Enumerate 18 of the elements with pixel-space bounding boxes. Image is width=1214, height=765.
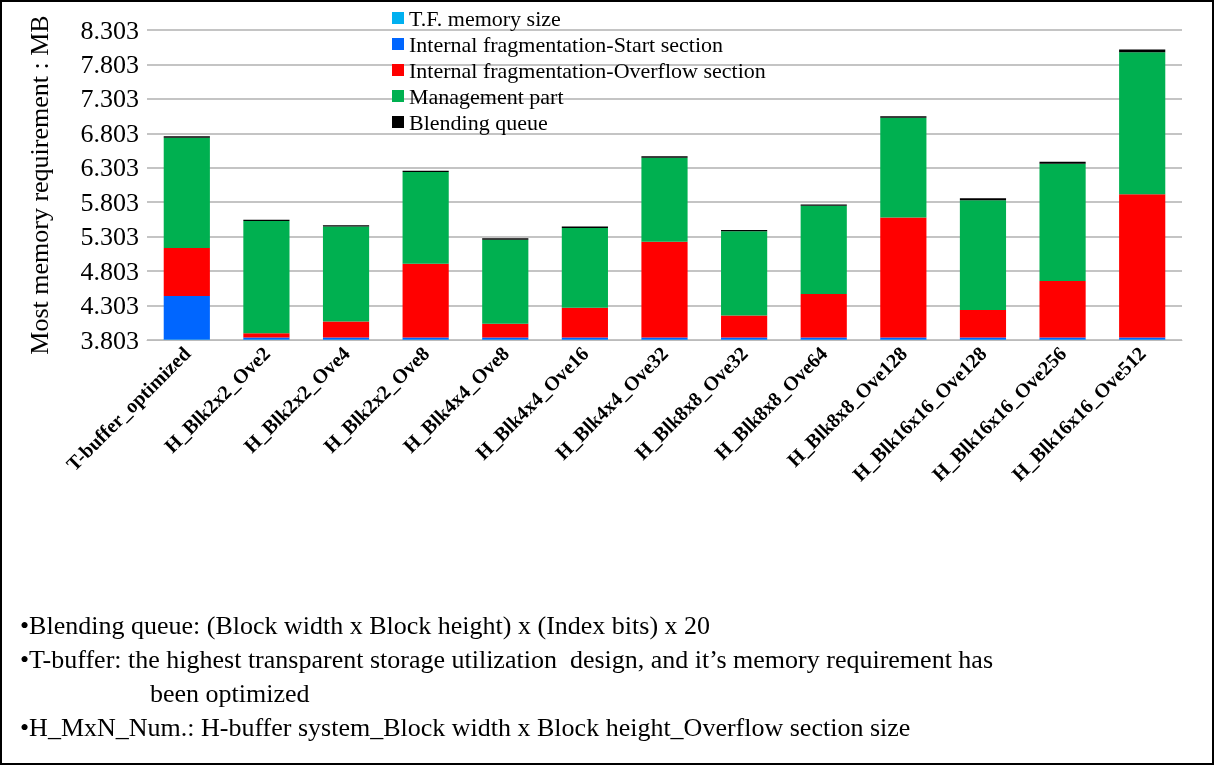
- legend-label: Internal fragmentation-Start section: [409, 31, 723, 57]
- y-tick-label: 7.303: [80, 84, 139, 114]
- legend-label: Blending queue: [409, 109, 548, 135]
- y-tick-label: 4.303: [80, 291, 139, 321]
- legend-label: Management part: [409, 83, 564, 109]
- legend-label: Internal fragmentation-Overflow section: [409, 57, 766, 83]
- y-tick-label: 5.303: [80, 222, 139, 252]
- legend-label: T.F. memory size: [409, 5, 561, 31]
- text: •Blending queue: (Block width x Block height) x (Index bits) x 20: [20, 610, 712, 642]
- y-tick-label: 7.803: [80, 49, 139, 79]
- y-tick-label: 8.303: [80, 15, 139, 45]
- y-tick-label: 6.803: [80, 118, 139, 148]
- y-tick-label: 6.303: [80, 153, 139, 183]
- y-tick-label: 5.803: [80, 187, 139, 217]
- y-tick-label: 4.803: [80, 256, 139, 286]
- text: •H_MxN_Num.: H-buffer system_Block width x Block height_Overflow section size: [20, 712, 912, 744]
- y-axis-title: Most memory requirement : MB: [24, 15, 54, 355]
- text: •T-buffer: the highest transparent storage utilization design, and it’s memory requirement has been optimized: [20, 644, 995, 710]
